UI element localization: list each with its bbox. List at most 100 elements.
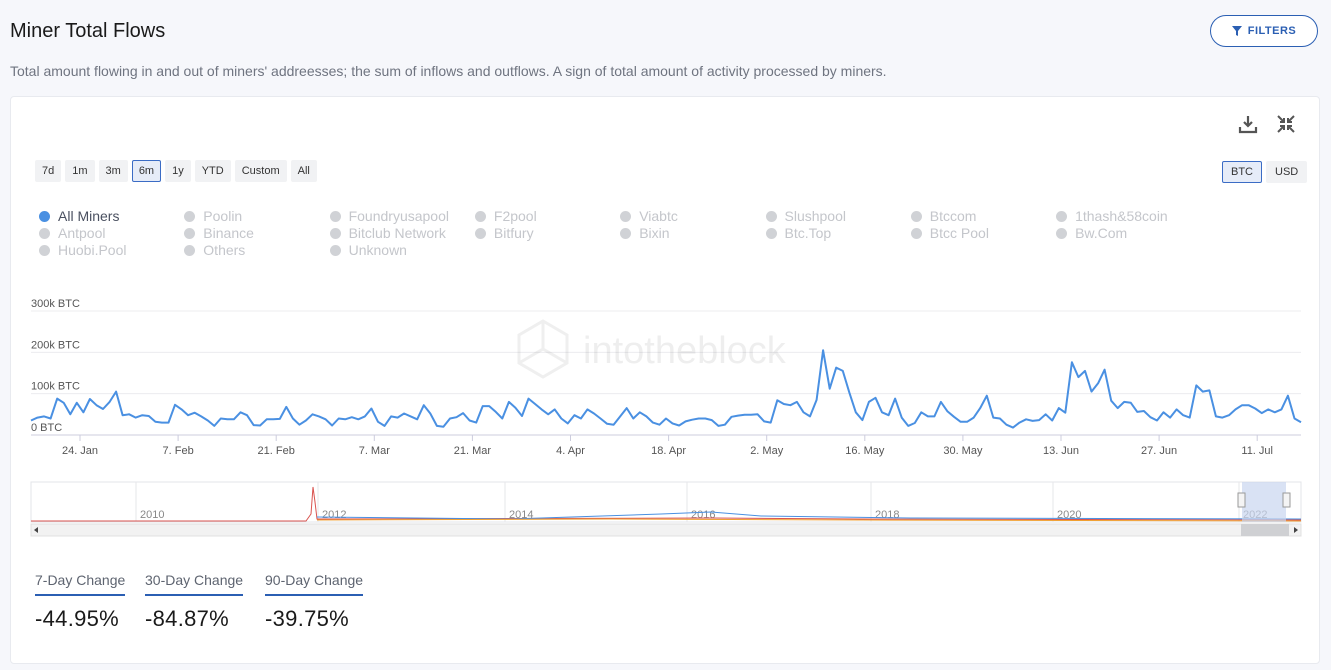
range-button-ytd[interactable]: YTD (194, 160, 231, 182)
x-tick-label: 7. Feb (163, 445, 194, 457)
legend-item[interactable]: Unknown (329, 242, 407, 258)
legend-item[interactable]: Antpool (39, 225, 105, 241)
x-tick-label: 27. Jun (1141, 445, 1177, 457)
legend-item[interactable]: Bixin (620, 225, 670, 241)
range-button-6m[interactable]: 6m (131, 160, 162, 182)
series-line (30, 349, 1302, 429)
collapse-icon[interactable] (1275, 113, 1297, 135)
navigator-handle-left (1237, 492, 1246, 508)
range-button-3m[interactable]: 3m (98, 160, 128, 182)
navigator-handle-right (1282, 492, 1291, 508)
legend-item[interactable]: Btc.Top (765, 225, 831, 241)
legend-label: Bitclub Network (348, 225, 446, 241)
legend-item[interactable]: Binance (184, 225, 254, 241)
legend-label: Slushpool (784, 208, 847, 224)
navigator-series-red (31, 486, 1302, 522)
legend-dot (329, 210, 341, 222)
legend-item[interactable]: 1thash&58coin (1056, 208, 1168, 224)
legend-item[interactable]: All Miners (39, 208, 119, 224)
unit-selector: BTC USD (1222, 161, 1308, 183)
legend-dot (184, 227, 196, 239)
navigator-series-orange (316, 518, 1302, 522)
download-icon[interactable] (1237, 113, 1259, 135)
legend-label: Huobi.Pool (58, 242, 127, 258)
legend-dot (765, 210, 777, 222)
legend-item[interactable]: Viabtc (620, 208, 678, 224)
stat-90d: 90-Day Change -39.75% (265, 572, 364, 632)
range-button-1y[interactable]: 1y (165, 160, 191, 182)
legend-label: Bixin (639, 225, 670, 241)
scroll-left-icon (34, 527, 38, 533)
legend-label: Poolin (203, 208, 243, 224)
x-tick-label: 2. May (750, 445, 784, 457)
legend-item[interactable]: Btccom (910, 208, 977, 224)
legend-label: Others (203, 242, 246, 258)
scrollbar-track (30, 523, 1302, 537)
x-tick-label: 13. Jun (1043, 445, 1079, 457)
legend-dot (39, 244, 50, 256)
x-tick-label: 16. May (845, 445, 885, 457)
legend-dot (39, 227, 50, 239)
y-tick-label: 300k BTC (31, 298, 80, 310)
range-button-all[interactable]: All (290, 160, 317, 182)
legend-item[interactable]: Bitfury (474, 225, 534, 241)
legend-label: 1thash&58coin (1075, 208, 1168, 224)
watermark-logo (517, 319, 569, 379)
x-tick-label: 4. Apr (556, 445, 585, 457)
range-button-1m[interactable]: 1m (65, 160, 95, 182)
range-button-custom[interactable]: Custom (234, 160, 287, 182)
legend-item[interactable]: Poolin (184, 208, 242, 224)
filters-label: FILTERS (1247, 25, 1297, 37)
stat-7d-label: 7-Day Change (35, 572, 126, 596)
stat-7d-value: -44.95% (35, 606, 120, 631)
legend-item[interactable]: Huobi.Pool (39, 242, 127, 258)
unit-button-btc[interactable]: BTC (1222, 161, 1262, 183)
legend-dot (1056, 210, 1068, 222)
legend-item[interactable]: Btcc Pool (910, 225, 989, 241)
page-subtitle: Total amount flowing in and out of miner… (10, 63, 887, 79)
legend-dot (765, 227, 777, 239)
legend-label: Bw.Com (1075, 225, 1128, 241)
legend-dot (1056, 227, 1068, 239)
legend-dot (184, 210, 196, 222)
scroll-right-icon (1294, 527, 1298, 533)
legend-item[interactable]: Bw.Com (1056, 225, 1127, 241)
legend-label: Viabtc (639, 208, 678, 224)
navigator-year-label: 2010 (140, 509, 164, 521)
legend-dot (910, 227, 922, 239)
chart-card: 7d 1m 3m 6m 1y YTD Custom All BTC USD All Miners… (10, 96, 1320, 664)
legend-dot (329, 244, 341, 256)
legend-dot (910, 210, 922, 222)
unit-button-usd[interactable]: USD (1266, 161, 1308, 183)
scrollbar-thumb (1241, 524, 1289, 536)
x-tick-label: 7. Mar (359, 445, 391, 457)
legend-dot (474, 210, 486, 222)
legend-dot (329, 227, 341, 239)
range-button-7d[interactable]: 7d (35, 160, 62, 182)
legend-item[interactable]: Others (184, 242, 245, 258)
stat-90d-label: 90-Day Change (265, 572, 364, 596)
legend-item[interactable]: Foundryusapool (329, 208, 449, 224)
legend-dot (620, 210, 632, 222)
legend-item[interactable]: Bitclub Network (329, 225, 446, 241)
legend-dot (620, 227, 632, 239)
chart: 0 BTC 100k BTC 200k BTC 300k BTC intothebloc… (30, 298, 1302, 537)
legend-item[interactable]: F2pool (474, 208, 537, 224)
legend-label: Btccom (929, 208, 977, 224)
legend-dot (184, 244, 196, 256)
x-tick-label: 21. Feb (258, 445, 295, 457)
legend-label: All Miners (58, 208, 120, 224)
legend-label: Unknown (348, 242, 407, 258)
filters-button[interactable]: FILTERS (1210, 15, 1318, 47)
legend-label: Antpool (58, 225, 106, 241)
navigator-year-label: 2012 (322, 509, 346, 521)
stat-30d-label: 30-Day Change (145, 572, 244, 596)
navigator-selection (1242, 482, 1286, 522)
stat-7d: 7-Day Change -44.95% (35, 572, 126, 632)
legend-label: F2pool (493, 208, 537, 224)
range-selector: 7d 1m 3m 6m 1y YTD Custom All (35, 160, 317, 182)
x-tick-label: 18. Apr (651, 445, 686, 457)
legend-item[interactable]: Slushpool (765, 208, 847, 224)
stat-30d: 30-Day Change -84.87% (145, 572, 244, 632)
legend-label: Binance (203, 225, 254, 241)
